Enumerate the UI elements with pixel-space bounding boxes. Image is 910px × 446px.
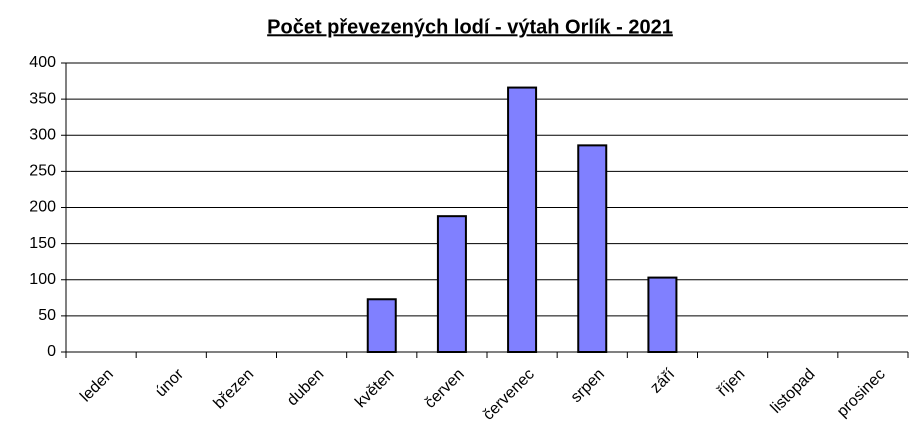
x-tick-label: říjen [714,366,748,400]
x-tick-label: prosinec [834,366,889,421]
y-tick-label: 0 [47,343,56,360]
y-tick-label: 100 [29,271,56,288]
bar [647,276,678,353]
bar [577,144,608,353]
y-tick-label: 400 [29,54,56,71]
x-tick-label: červen [422,366,468,412]
y-tick-label: 250 [29,163,56,180]
chart-title: Počet převezených lodí - výtah Orlík - 2… [267,16,673,38]
bar [366,298,397,354]
y-tick-label: 150 [29,235,56,252]
x-tick-label: březen [211,366,258,413]
x-tick-label: září [647,365,678,396]
y-tick-label: 200 [29,199,56,216]
y-tick-label: 300 [29,126,56,143]
x-tick-label: červenec [480,366,538,424]
x-tick-label: únor [152,365,187,400]
x-tick-label: duben [284,366,327,409]
x-tick-label: srpen [568,366,608,406]
bar [507,86,538,353]
x-tick-label: listopad [768,366,819,417]
y-tick-label: 50 [38,307,56,324]
y-tick-label: 350 [29,90,56,107]
x-tick-label: květen [352,366,397,411]
bar [436,215,467,353]
x-tick-label: leden [77,366,117,406]
